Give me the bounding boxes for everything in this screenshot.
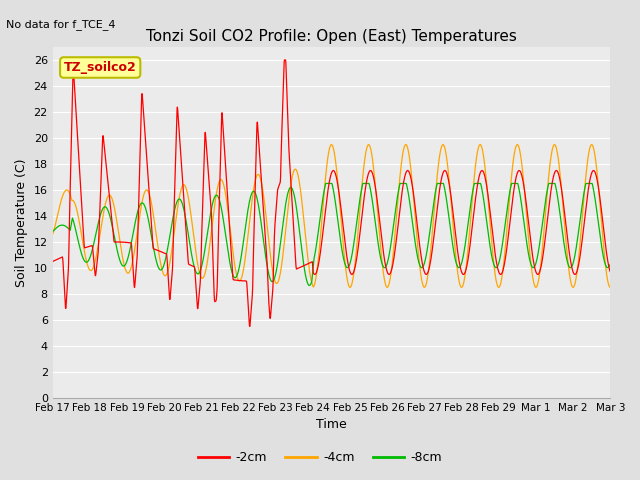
Text: TZ_soilco2: TZ_soilco2	[64, 61, 136, 74]
X-axis label: Time: Time	[316, 419, 347, 432]
Legend: -2cm, -4cm, -8cm: -2cm, -4cm, -8cm	[193, 446, 447, 469]
Text: No data for f_TCE_4: No data for f_TCE_4	[6, 19, 116, 30]
Y-axis label: Soil Temperature (C): Soil Temperature (C)	[15, 158, 28, 287]
Title: Tonzi Soil CO2 Profile: Open (East) Temperatures: Tonzi Soil CO2 Profile: Open (East) Temp…	[146, 29, 517, 44]
